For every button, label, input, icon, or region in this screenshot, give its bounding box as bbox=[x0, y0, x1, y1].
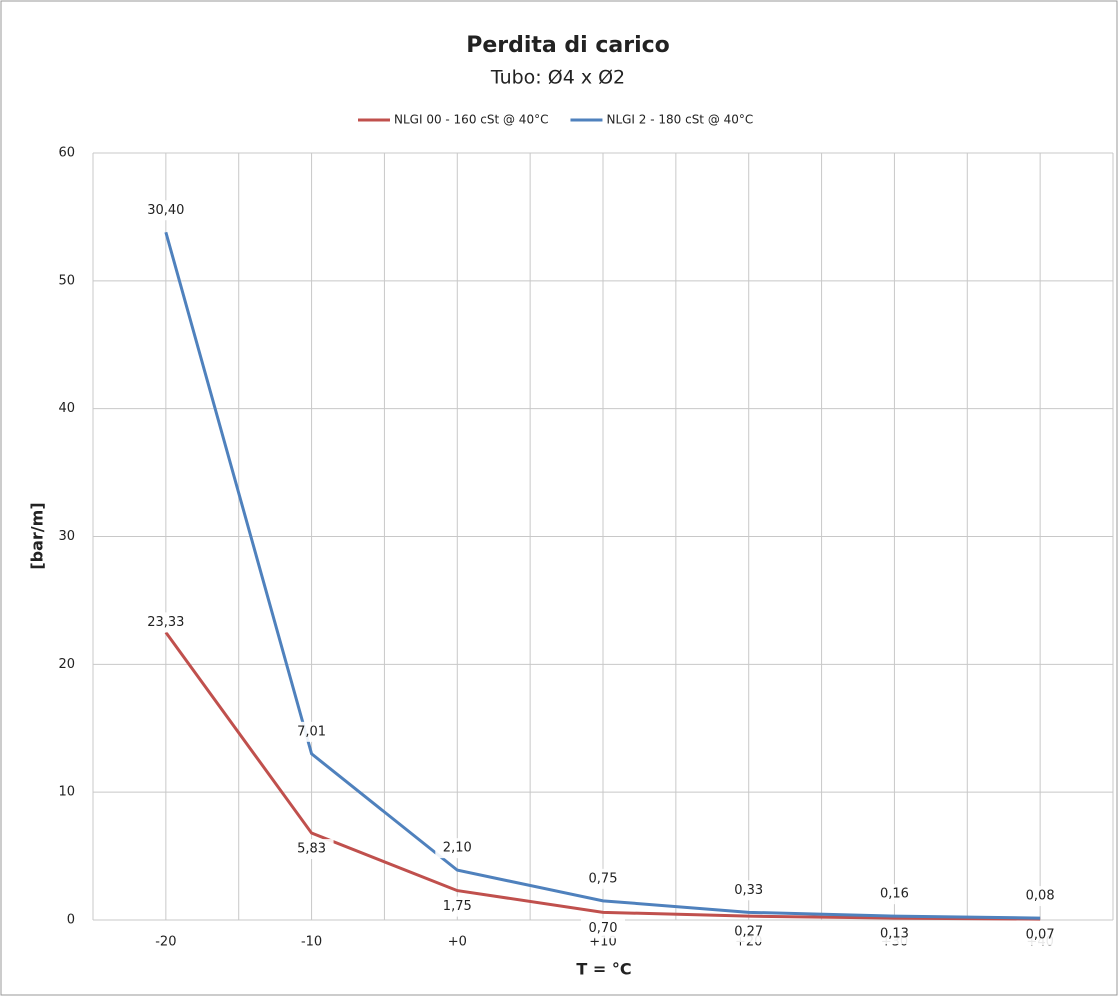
data-label: 0,07 bbox=[1026, 928, 1055, 943]
data-label: 7,01 bbox=[297, 724, 326, 739]
y-tick-label: 10 bbox=[58, 785, 75, 800]
data-label: 1,75 bbox=[443, 899, 472, 914]
data-label: 0,70 bbox=[589, 921, 618, 936]
y-tick-label: 30 bbox=[58, 529, 75, 544]
y-tick-label: 20 bbox=[58, 657, 75, 672]
data-label: 30,40 bbox=[147, 203, 184, 218]
data-label: 0,16 bbox=[880, 887, 909, 902]
data-label: 0,08 bbox=[1026, 889, 1055, 904]
y-tick-label: 0 bbox=[67, 913, 75, 928]
chart-title: Perdita di carico bbox=[466, 33, 670, 58]
y-tick-label: 60 bbox=[58, 146, 75, 161]
x-tick-label: +0 bbox=[448, 935, 467, 950]
y-tick-label: 50 bbox=[58, 273, 75, 288]
data-label: 0,33 bbox=[734, 883, 763, 898]
chart: Perdita di carico Tubo: Ø4 x Ø2 T = °C [… bbox=[0, 0, 1118, 996]
data-label: 0,75 bbox=[589, 871, 618, 886]
data-label: 0,27 bbox=[734, 925, 763, 940]
x-axis-title: T = °C bbox=[576, 960, 631, 979]
chart-subtitle: Tubo: Ø4 x Ø2 bbox=[490, 67, 625, 89]
legend-label: NLGI 2 - 180 cSt @ 40°C bbox=[606, 113, 753, 127]
y-tick-label: 40 bbox=[58, 401, 75, 416]
y-axis-title: [bar/m] bbox=[28, 502, 47, 569]
legend-label: NLGI 00 - 160 cSt @ 40°C bbox=[394, 113, 548, 127]
data-label: 23,33 bbox=[147, 615, 184, 630]
data-label: 0,13 bbox=[880, 927, 909, 942]
data-label: 5,83 bbox=[297, 842, 326, 857]
chart-frame bbox=[1, 1, 1117, 995]
x-tick-label: -10 bbox=[301, 935, 322, 950]
x-tick-label: -20 bbox=[155, 935, 176, 950]
data-label: 2,10 bbox=[443, 841, 472, 856]
